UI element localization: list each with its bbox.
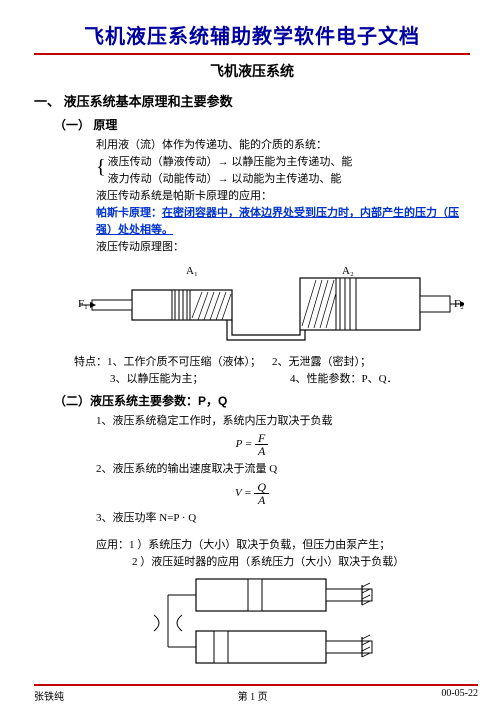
section-1-2-heading: （二）液压系统主要参数：P，Q bbox=[54, 392, 470, 409]
para-fig-label: 液压传动原理图： bbox=[96, 239, 470, 256]
brace-block: { 液压传动（静液传动）→ 以静压能为主传递功、能 液力传动（动能传动）→ 以动… bbox=[96, 154, 470, 188]
para-p1: 1、液压系统稳定工作时，系统内压力取决于负载 bbox=[96, 413, 470, 430]
feature-4: 4、性能参数：P、Q． bbox=[290, 371, 470, 388]
app-line-1: 1 ）系统压力（大小）取决于负载，但压力由泵产生； bbox=[129, 539, 390, 551]
pascal-label: 帕斯卡原理： bbox=[96, 207, 162, 219]
para-p2: 2、液压系统的输出速度取决于流量 Q bbox=[96, 461, 470, 478]
para-app2: 2 ）液压延时器的应用（系统压力（大小）取决于负载） bbox=[132, 554, 470, 571]
eq1-den: A bbox=[255, 445, 268, 457]
features-label: 特点： bbox=[74, 356, 107, 368]
eq2-lhs: V = bbox=[235, 487, 254, 499]
footer-author: 张铁纯 bbox=[34, 688, 64, 703]
brace-line-2: 液力传动（动能传动）→ 以动能为主传递功、能 bbox=[108, 171, 353, 188]
para-pascal: 帕斯卡原理：在密闭容器中，液体边界处受到压力时，内部产生的压力（压强）处处相等。 bbox=[96, 205, 470, 239]
feature-1: 1、工作介质不可压缩（液体）； bbox=[107, 356, 261, 368]
features-row-2: 3、以静压能为主； 4、性能参数：P、Q． bbox=[74, 371, 470, 388]
title-rule bbox=[34, 53, 470, 55]
para-pascal-intro: 液压传动系统是帕斯卡原理的应用： bbox=[96, 188, 470, 205]
para-p3: 3、液压功率 N=P · Q bbox=[96, 510, 470, 527]
para-app1: 应用：1 ）系统压力（大小）取决于负载，但压力由泵产生； bbox=[96, 537, 470, 554]
para-intro: 利用液（流）体作为传递功、能的介质的系统： bbox=[96, 137, 470, 154]
figure-hydraulic-principle: F₁ F₂ A₁ A₂ bbox=[74, 260, 464, 350]
eq2-den: A bbox=[254, 494, 269, 506]
features-row-1: 特点：1、工作介质不可压缩（液体）； 2、无泄露（密封）； bbox=[74, 354, 470, 371]
figure-delay-device bbox=[114, 575, 414, 671]
footer-page-number: 第 1 页 bbox=[238, 688, 268, 703]
section-1-1-heading: （一） 原理 bbox=[54, 116, 470, 133]
eq2-num: Q bbox=[254, 481, 269, 494]
page-footer: 张铁纯 第 1 页 00-05-22 bbox=[34, 684, 478, 703]
feature-2: 2、无泄露（密封）； bbox=[272, 354, 470, 371]
eq1-lhs: P = bbox=[236, 439, 255, 451]
footer-date: 00-05-22 bbox=[441, 688, 478, 703]
fig-f1-label: F₁ bbox=[78, 298, 88, 310]
fig-a2-label: A₂ bbox=[342, 265, 354, 277]
feature-3: 3、以静压能为主； bbox=[110, 371, 290, 388]
equation-2: V = QA bbox=[34, 481, 470, 506]
brace-line-1: 液压传动（静液传动）→ 以静压能为主传递功、能 bbox=[108, 154, 353, 171]
left-brace-icon: { bbox=[96, 154, 106, 188]
doc-subtitle: 飞机液压系统 bbox=[34, 61, 470, 81]
app-label: 应用： bbox=[96, 539, 129, 551]
doc-title: 飞机液压系统辅助教学软件电子文档 bbox=[34, 20, 470, 49]
fig-a1-label: A₁ bbox=[186, 265, 198, 277]
section-1-heading: 一、 液压系统基本原理和主要参数 bbox=[34, 91, 470, 110]
footer-rule bbox=[34, 684, 478, 686]
equation-1: P = FA bbox=[34, 432, 470, 457]
